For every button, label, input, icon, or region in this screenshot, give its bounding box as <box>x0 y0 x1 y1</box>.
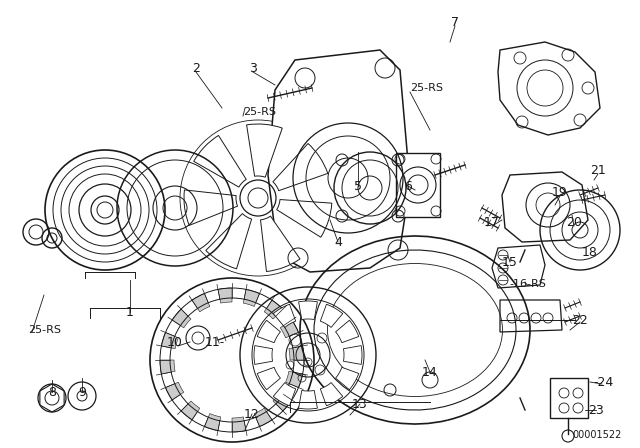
Wedge shape <box>299 391 317 409</box>
Wedge shape <box>257 367 280 390</box>
Wedge shape <box>232 417 246 432</box>
Text: 11-: 11- <box>205 336 225 349</box>
Text: 8: 8 <box>48 385 56 399</box>
Wedge shape <box>254 345 273 364</box>
Text: 19: 19 <box>552 185 568 198</box>
Text: 9: 9 <box>78 385 86 399</box>
Text: 12: 12 <box>244 408 260 421</box>
Wedge shape <box>204 414 221 431</box>
Wedge shape <box>192 293 210 312</box>
Wedge shape <box>299 301 317 319</box>
Wedge shape <box>335 320 359 343</box>
Wedge shape <box>172 309 191 328</box>
Text: -24: -24 <box>594 375 614 388</box>
Text: 23: 23 <box>588 404 604 417</box>
Text: 2: 2 <box>192 61 200 74</box>
Text: 3: 3 <box>249 61 257 74</box>
Text: 25-RS: 25-RS <box>28 325 61 335</box>
Text: 00001522: 00001522 <box>572 430 621 440</box>
Text: 13: 13 <box>352 397 368 410</box>
Wedge shape <box>243 289 260 306</box>
Text: 21: 21 <box>590 164 606 177</box>
Polygon shape <box>550 378 588 418</box>
Wedge shape <box>273 143 328 191</box>
Wedge shape <box>218 288 232 303</box>
Text: -16-RS: -16-RS <box>509 279 547 289</box>
Wedge shape <box>273 383 296 406</box>
Text: 6: 6 <box>404 180 412 193</box>
Wedge shape <box>273 392 292 411</box>
Wedge shape <box>166 382 184 400</box>
Wedge shape <box>184 190 237 225</box>
Polygon shape <box>492 245 545 288</box>
Text: 17: 17 <box>484 215 500 228</box>
Polygon shape <box>498 42 600 135</box>
Wedge shape <box>276 199 332 237</box>
Text: 1: 1 <box>126 306 134 319</box>
Text: 7: 7 <box>451 16 459 29</box>
Wedge shape <box>254 408 272 426</box>
Polygon shape <box>268 50 410 272</box>
Wedge shape <box>280 320 298 338</box>
Wedge shape <box>161 332 179 349</box>
Text: 15: 15 <box>502 255 518 268</box>
Text: 5: 5 <box>354 180 362 193</box>
Wedge shape <box>160 360 175 374</box>
Text: 18: 18 <box>582 246 598 258</box>
Wedge shape <box>181 401 200 420</box>
Text: 20: 20 <box>566 215 582 228</box>
Text: 25-RS: 25-RS <box>410 83 443 93</box>
Wedge shape <box>194 135 246 187</box>
Polygon shape <box>500 300 562 332</box>
Text: 14: 14 <box>422 366 438 379</box>
Text: 10: 10 <box>167 336 183 349</box>
Wedge shape <box>285 371 303 388</box>
Text: 4: 4 <box>334 236 342 249</box>
Polygon shape <box>396 153 440 217</box>
Wedge shape <box>264 300 283 319</box>
Wedge shape <box>206 214 252 269</box>
Wedge shape <box>344 345 362 364</box>
Wedge shape <box>246 124 282 177</box>
Wedge shape <box>260 216 300 271</box>
Text: 25-RS: 25-RS <box>243 107 276 117</box>
Wedge shape <box>335 367 359 390</box>
Wedge shape <box>320 383 342 406</box>
Wedge shape <box>273 304 296 327</box>
Polygon shape <box>502 172 588 242</box>
Wedge shape <box>289 346 304 360</box>
Wedge shape <box>320 304 342 327</box>
Text: 22: 22 <box>572 314 588 327</box>
Wedge shape <box>257 320 280 343</box>
